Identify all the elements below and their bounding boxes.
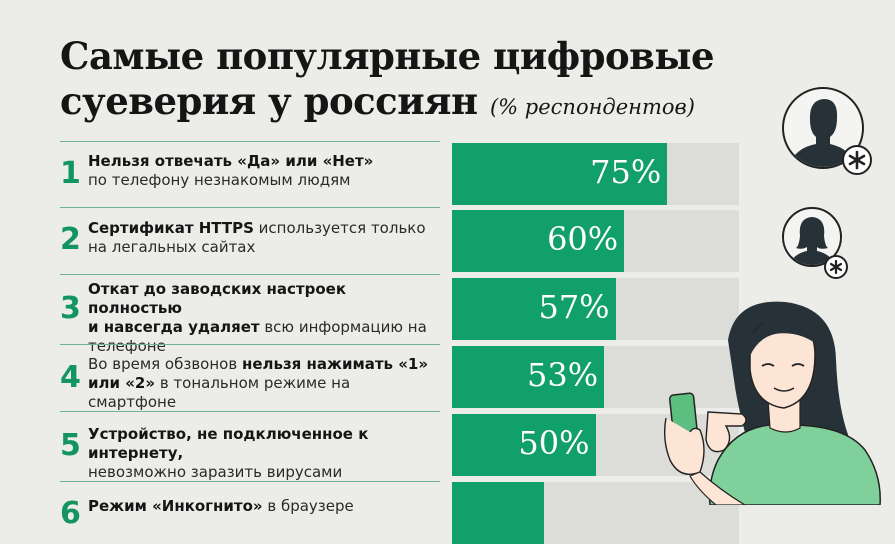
list-item-4: 4 Во время обзвонов нельзя нажимать «1» … [60,344,440,412]
item-text: Сертификат HTTPS используется только на л… [88,219,438,257]
item-rest-1: Во время обзвонов [88,355,242,373]
item-rest-1: используется только [253,219,426,237]
bar-value-label: 60% [547,220,619,258]
male-avatar-icon [782,87,872,175]
title-line-2: суеверия у россиян (% респондентов) [60,79,714,130]
item-bold-2: нельзя нажимать «1» или «2» [88,355,429,392]
item-rest-2: в тональном режиме на смартфоне [88,374,351,411]
rank-number: 5 [60,428,81,463]
list-item-5: 5 Устройство, не подключенное к интернет… [60,411,440,482]
title-line-1: Самые популярные цифровые [60,34,715,78]
item-text: Нельзя отвечать «Да» или «Нет» по телефон… [88,152,438,190]
item-rest-2: невозможно заразить вирусами [88,463,343,481]
item-text: Устройство, не подключенное к интернету,… [88,425,438,482]
bar: 50% [452,414,596,476]
item-rest-2: на легальных сайтах [88,238,256,256]
page-title: Самые популярные цифровые суеверия у рос… [60,34,715,130]
list-item-3: 3 Откат до заводских настроек полностью и… [60,274,440,355]
item-bold-1: Режим «Инкогнито» [88,497,263,515]
item-text: Откат до заводских настроек полностью и н… [88,280,438,356]
rank-number: 6 [60,496,81,531]
bar: 60% [452,210,625,272]
rank-number: 1 [60,156,81,191]
bar-track: 57% [452,278,739,340]
list-item-6: 6 Режим «Инкогнито» в браузере [60,481,440,531]
item-bold-1: Нельзя отвечать «Да» или «Нет» [88,152,374,170]
bar-value-label: 50% [518,424,590,462]
item-bold-1: Устройство, не подключенное к интернету, [88,425,369,462]
list-item-2: 2 Сертификат HTTPS используется только на… [60,207,440,275]
bar-value-label: 75% [590,153,662,191]
bar [452,482,544,544]
title-line-2-text: суеверия у россиян [60,79,478,123]
title-subtitle: (% респондентов) [489,95,695,119]
item-bold-1: Сертификат HTTPS [88,219,254,237]
rank-number: 2 [60,222,81,257]
bar: 57% [452,278,616,340]
item-text: Режим «Инкогнито» в браузере [88,497,438,516]
bar-track: 75% [452,143,739,205]
item-bold-2: и навсегда удаляет [88,318,260,336]
bar-value-label: 57% [538,288,610,326]
bar-track: 60% [452,210,739,272]
item-rest-2: всю информацию на телефоне [88,318,427,355]
item-bold-1: Откат до заводских настроек полностью [88,280,347,317]
bar-value-label: 53% [526,356,599,394]
woman-with-phone-illustration [663,301,881,505]
rank-number: 3 [60,291,81,326]
item-rest-2: по телефону незнакомым людям [88,171,351,189]
item-rest-1: в браузере [262,497,354,515]
item-text: Во время обзвонов нельзя нажимать «1» ил… [88,355,438,412]
female-avatar-icon [782,207,848,279]
bar: 75% [452,143,668,205]
bar: 53% [452,346,605,408]
list-item-1: 1 Нельзя отвечать «Да» или «Нет» по телеф… [60,141,440,208]
rank-number: 4 [60,360,81,395]
